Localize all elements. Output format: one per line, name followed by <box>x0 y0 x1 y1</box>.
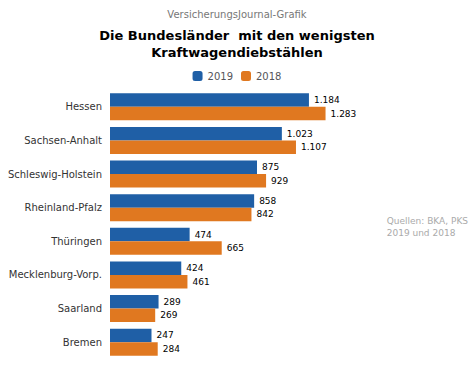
svg-text:1.283: 1.283 <box>331 109 357 119</box>
svg-text:289: 289 <box>164 297 181 307</box>
svg-text:VersicherungsJournal-Grafik: VersicherungsJournal-Grafik <box>167 9 306 20</box>
svg-text:Kraftwagendiebstählen: Kraftwagendiebstählen <box>151 45 323 60</box>
svg-text:474: 474 <box>195 230 212 240</box>
svg-text:269: 269 <box>160 310 177 320</box>
svg-text:858: 858 <box>259 196 276 206</box>
svg-text:247: 247 <box>156 330 173 340</box>
svg-text:284: 284 <box>163 344 180 354</box>
svg-text:665: 665 <box>227 243 244 253</box>
svg-text:Schleswig-Holstein: Schleswig-Holstein <box>8 169 102 180</box>
svg-text:Die Bundesländer mit den weni: Die Bundesländer mit den wenigsten <box>99 28 374 43</box>
svg-text:929: 929 <box>271 176 288 186</box>
svg-text:Rheinland-Pfalz: Rheinland-Pfalz <box>25 202 102 213</box>
svg-text:842: 842 <box>256 209 273 219</box>
svg-text:1.184: 1.184 <box>314 95 340 105</box>
svg-text:424: 424 <box>186 263 203 273</box>
svg-text:Quellen: BKA, PKS: Quellen: BKA, PKS <box>387 216 469 226</box>
svg-text:Hessen: Hessen <box>65 101 102 112</box>
svg-text:2019: 2019 <box>208 71 233 82</box>
svg-text:Sachsen-Anhalt: Sachsen-Anhalt <box>24 135 102 146</box>
svg-text:1.023: 1.023 <box>287 129 313 139</box>
svg-text:2019 und 2018: 2019 und 2018 <box>387 228 456 238</box>
svg-text:Saarland: Saarland <box>58 303 102 314</box>
svg-text:875: 875 <box>262 162 279 172</box>
svg-text:461: 461 <box>192 277 209 287</box>
svg-text:2018: 2018 <box>256 71 281 82</box>
svg-text:Mecklenburg-Vorp.: Mecklenburg-Vorp. <box>9 269 102 280</box>
svg-text:Thüringen: Thüringen <box>50 236 102 247</box>
svg-text:Bremen: Bremen <box>63 337 102 348</box>
svg-text:1.107: 1.107 <box>301 142 327 152</box>
